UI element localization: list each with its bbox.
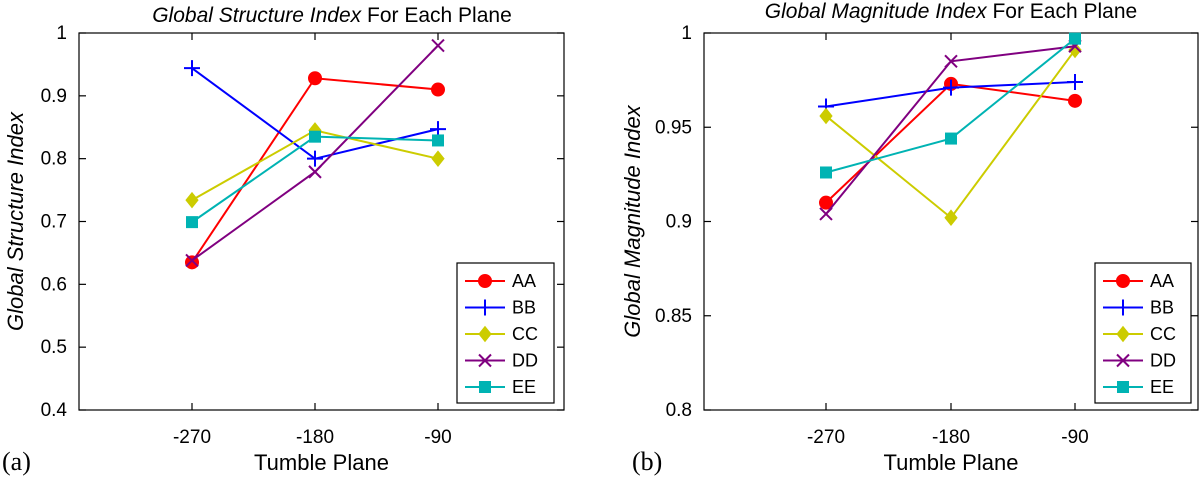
- legend-marker: [1115, 299, 1131, 316]
- chart-title-italic: Global Magnitude Index: [765, 0, 988, 23]
- legend: AA BB CC DD EE: [456, 262, 555, 404]
- data-point: [944, 209, 958, 227]
- panel-label: (a): [2, 447, 31, 476]
- y-tick-label: 0.9: [41, 86, 67, 107]
- data-point: [309, 130, 321, 143]
- x-tick-label: -90: [1061, 427, 1088, 448]
- data-point: [431, 38, 445, 53]
- series-dd: [819, 39, 1082, 221]
- data-point: [184, 60, 200, 77]
- series-aa: [185, 71, 445, 270]
- legend-marker: [478, 325, 492, 343]
- legend-marker: [478, 353, 492, 368]
- x-tick-label: -90: [424, 427, 451, 448]
- legend-marker: [1116, 325, 1130, 343]
- data-point: [944, 54, 958, 68]
- x-tick-label: -180: [296, 427, 334, 448]
- data-point: [185, 253, 199, 268]
- data-point: [307, 150, 323, 167]
- y-tick-label: 1: [681, 23, 692, 44]
- y-tick-label: 0.9: [666, 212, 692, 233]
- x-axis-label: Tumble Plane: [884, 450, 1019, 475]
- data-point: [1068, 93, 1082, 108]
- legend-label: EE: [1150, 377, 1174, 397]
- y-tick-label: 0.4: [41, 400, 68, 421]
- x-tick-label: -270: [807, 427, 845, 448]
- y-axis-label: Global Magnitude Index: [620, 104, 645, 337]
- chart-title-italic: Global Structure Index: [152, 4, 362, 27]
- y-tick-label: 0.5: [41, 337, 67, 358]
- chart-title-rest: For Each Plane: [987, 0, 1138, 23]
- series-cc: [185, 122, 445, 209]
- legend-label: DD: [1150, 351, 1176, 371]
- data-point: [308, 71, 322, 86]
- y-tick-label: 1: [56, 23, 67, 44]
- legend-label: BB: [512, 298, 536, 318]
- y-tick-label: 0.85: [655, 306, 692, 327]
- data-point: [945, 132, 957, 145]
- chart-panel-b: 0.8 0.85 0.9 0.95 1 -270 -180 -90 Global Magnitu…: [620, 0, 1199, 476]
- legend-marker: [478, 274, 492, 288]
- data-point: [1069, 32, 1081, 45]
- panel-label: (b): [632, 447, 662, 476]
- data-point: [185, 191, 199, 209]
- legend-label: AA: [1150, 271, 1174, 291]
- data-point: [820, 166, 832, 179]
- legend-marker: [1116, 353, 1130, 368]
- x-tick-label: -270: [173, 427, 211, 448]
- data-point: [308, 165, 322, 179]
- data-point: [1067, 74, 1083, 91]
- legend: AA BB CC DD EE: [1094, 262, 1192, 404]
- data-point: [186, 216, 198, 229]
- data-point: [819, 107, 833, 125]
- data-point: [943, 79, 959, 96]
- data-point: [819, 207, 833, 221]
- legend-label: BB: [1150, 298, 1174, 318]
- series-line: [825, 37, 1076, 174]
- legend-marker: [477, 299, 493, 316]
- y-axis-label: Global Structure Index: [3, 111, 28, 331]
- chart-title-rest: For Each Plane: [361, 4, 512, 27]
- data-point: [432, 134, 444, 147]
- series-ee: [820, 32, 1081, 179]
- legend-label: AA: [512, 271, 536, 291]
- legend-label: EE: [512, 377, 536, 397]
- y-tick-label: 0.95: [655, 117, 692, 138]
- y-tick-label: 0.7: [41, 212, 67, 233]
- legend-label: CC: [1150, 324, 1176, 344]
- legend-marker: [479, 381, 491, 393]
- chart-title: Global Structure Index For Each Plane: [152, 4, 512, 27]
- legend-label: DD: [512, 351, 538, 371]
- x-axis-label: Tumble Plane: [254, 450, 389, 475]
- series-line: [825, 45, 1076, 215]
- data-point: [431, 150, 445, 167]
- y-tick-label: 0.8: [41, 149, 67, 170]
- series-dd: [185, 38, 445, 268]
- y-tick-label: 0.6: [41, 274, 67, 295]
- legend-marker: [1116, 274, 1130, 288]
- y-tick-label: 0.8: [666, 400, 692, 421]
- data-point: [431, 82, 445, 97]
- data-point: [819, 195, 833, 210]
- series-cc: [819, 41, 1082, 227]
- chart-panel-a: 0.4 0.5 0.6 0.7 0.8 0.9 1 -270 -180 -90 Global Str…: [2, 4, 565, 476]
- x-tick-label: -180: [932, 427, 970, 448]
- legend-label: CC: [512, 324, 538, 344]
- legend-marker: [1117, 381, 1129, 393]
- chart-title: Global Magnitude Index For Each Plane: [765, 0, 1137, 23]
- series-ee: [186, 130, 444, 229]
